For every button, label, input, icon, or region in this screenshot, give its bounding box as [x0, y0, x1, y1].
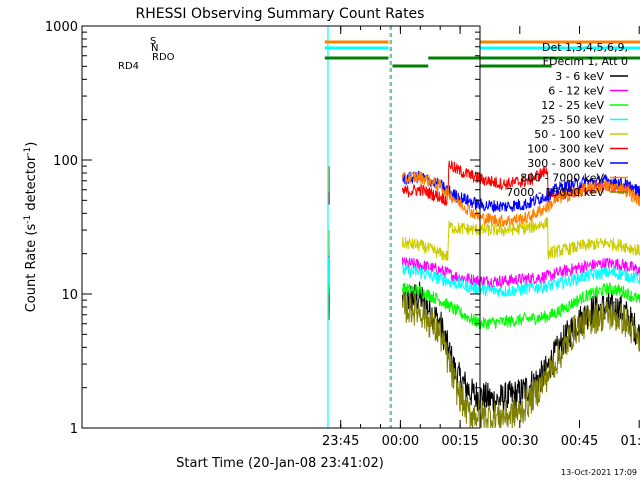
x-axis-title: Start Time (20-Jan-08 23:41:02) — [176, 456, 384, 471]
legend-label: 100 - 300 keV — [527, 143, 604, 156]
series-line-0 — [401, 281, 640, 416]
y-axis: 1 10 100 1000 — [45, 20, 480, 437]
y-tick-label: 1 — [70, 422, 78, 437]
legend-label: 800 - 7000 keV — [520, 172, 604, 185]
series-line-7 — [401, 171, 640, 228]
chart-title: RHESSI Observing Summary Count Rates — [136, 6, 425, 22]
annotation-s: S — [150, 36, 156, 47]
y-axis-title-end: ) — [24, 142, 39, 147]
y-axis-title-main: Count Rate (s — [24, 224, 39, 313]
series-line-6 — [401, 170, 640, 213]
x-tick-label: 00:00 — [382, 434, 419, 449]
legend-label: 12 - 25 keV — [541, 99, 604, 112]
series-line-2 — [401, 281, 640, 331]
annotation-rdo: RDO — [152, 52, 175, 63]
legend-label: 6 - 12 keV — [548, 85, 604, 98]
legend-label: 50 - 100 keV — [534, 128, 604, 141]
x-tick-label: 00:15 — [441, 434, 478, 449]
series-line-3 — [402, 263, 640, 298]
series-line-8 — [401, 291, 640, 429]
annotation-n: N — [151, 43, 158, 54]
legend-label: 25 - 50 keV — [541, 114, 604, 127]
series-layer — [327, 160, 640, 429]
y-axis-title: Count Rate (s-1 detector-1) — [23, 142, 39, 313]
x-tick-label: 00:30 — [501, 434, 538, 449]
y-axis-title-mid: detector — [24, 155, 39, 215]
annotation-rd4: RD4 — [118, 61, 139, 72]
series-line-4 — [401, 217, 640, 262]
y-axis-title-sup2: -1 — [23, 147, 33, 156]
legend-header-line2: FDecim 1, Att 0 — [543, 55, 628, 68]
legend-label: 7000 - 15000 keV — [506, 186, 604, 199]
y-tick-label: 100 — [53, 154, 78, 169]
x-tick-label: 00:45 — [561, 434, 598, 449]
footer-date: 13-Oct-2021 17:09 — [561, 468, 637, 477]
y-tick-label: 1000 — [45, 20, 78, 35]
legend: Det 1,3,4,5,6,9, FDecim 1, Att 0 3 - 6 k… — [506, 41, 628, 199]
plot-frame — [81, 25, 481, 429]
vertical-markers-layer — [327, 26, 392, 428]
x-tick-label: 23:45 — [322, 434, 359, 449]
legend-header-line1: Det 1,3,4,5,6,9, — [542, 41, 628, 54]
y-tick-label: 10 — [61, 288, 78, 303]
x-tick-label: 01:00 — [620, 434, 640, 449]
legend-label: 300 - 800 keV — [527, 157, 604, 170]
series-line-1 — [401, 256, 640, 289]
legend-label: 3 - 6 keV — [555, 70, 604, 83]
y-axis-title-sup1: -1 — [23, 215, 33, 224]
